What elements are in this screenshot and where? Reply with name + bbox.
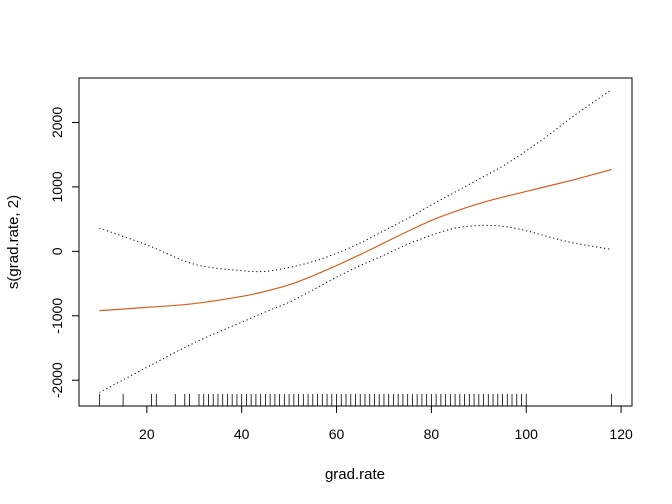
y-tick-label: 0: [49, 247, 65, 255]
x-axis-label: grad.rate: [325, 466, 385, 483]
y-tick-label: -1000: [49, 298, 65, 334]
fit-curve-layer: [99, 168, 612, 312]
y-axis: -2000 -1000 0 1000 2000: [49, 107, 80, 398]
x-tick-label: 100: [515, 426, 539, 442]
x-tick-label: 120: [609, 426, 633, 442]
rug-marks: [98, 394, 613, 406]
y-tick-label: 2000: [49, 107, 65, 138]
y-tick-label: 1000: [49, 171, 65, 202]
x-tick-label: 40: [234, 426, 250, 442]
lower-band-curve: [99, 224, 612, 393]
x-axis: 20 40 60 80 100 120: [139, 405, 633, 442]
y-tick-label: -2000: [49, 362, 65, 398]
y-axis-label: s(grad.rate, 2): [5, 195, 22, 289]
x-tick-label: 80: [424, 426, 440, 442]
confidence-bands: [99, 89, 612, 393]
fit-curve: [99, 168, 612, 312]
x-tick-label: 60: [329, 426, 345, 442]
x-tick-label: 20: [139, 426, 155, 442]
